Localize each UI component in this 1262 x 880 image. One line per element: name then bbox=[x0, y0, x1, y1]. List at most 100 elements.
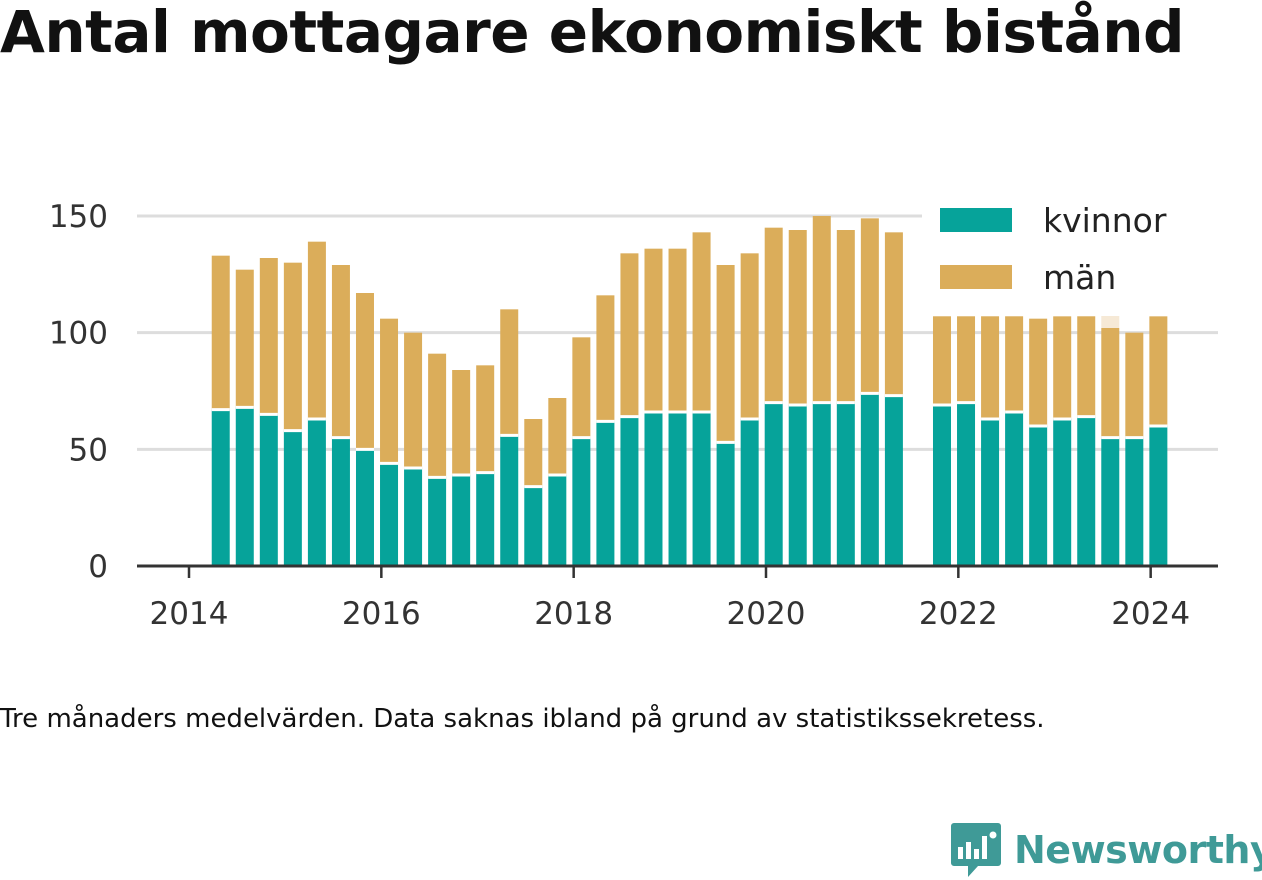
bar-kvinnor bbox=[524, 486, 543, 566]
bar-kvinnor bbox=[668, 412, 687, 566]
y-tick-label: 100 bbox=[49, 316, 108, 352]
bar-kvinnor bbox=[1029, 426, 1048, 566]
bar-man bbox=[884, 232, 903, 396]
x-tick-label: 2014 bbox=[150, 596, 229, 632]
bar-kvinnor bbox=[884, 395, 903, 566]
bar-kvinnor bbox=[812, 402, 831, 566]
y-tick-labels: 0 50 100 150 bbox=[49, 199, 108, 585]
bar-kvinnor bbox=[836, 402, 855, 566]
bar-kvinnor bbox=[548, 475, 567, 566]
bar-man bbox=[668, 248, 687, 412]
x-tick-label: 2020 bbox=[727, 596, 806, 632]
bar-man bbox=[788, 230, 807, 405]
bar-kvinnor bbox=[644, 412, 663, 566]
bar-man bbox=[620, 253, 639, 417]
bar-kvinnor bbox=[355, 449, 374, 566]
newsworthy-logo: Newsworthy bbox=[950, 820, 1262, 880]
bar-kvinnor bbox=[692, 412, 711, 566]
bar-man bbox=[355, 293, 374, 450]
bars bbox=[211, 216, 1168, 566]
bar-kvinnor bbox=[331, 437, 350, 566]
bar-man bbox=[1005, 316, 1024, 412]
legend-swatch-man bbox=[940, 265, 1012, 289]
bar-man bbox=[428, 353, 447, 478]
bar-kvinnor bbox=[620, 416, 639, 566]
bar-kvinnor bbox=[572, 437, 591, 566]
bar-man bbox=[692, 232, 711, 412]
y-tick-label: 0 bbox=[88, 549, 108, 585]
bar-kvinnor bbox=[428, 477, 447, 566]
legend-label-man: män bbox=[1043, 258, 1116, 297]
bar-kvinnor bbox=[211, 409, 230, 566]
bar-man bbox=[380, 318, 399, 464]
bar-man bbox=[500, 309, 519, 436]
bar-man bbox=[1053, 316, 1072, 419]
bar-kvinnor bbox=[1077, 416, 1096, 566]
bar-man bbox=[981, 316, 1000, 419]
bar-man bbox=[331, 265, 350, 438]
bar-kvinnor bbox=[1149, 426, 1168, 566]
x-tick-label: 2016 bbox=[342, 596, 421, 632]
bar-man bbox=[1077, 316, 1096, 417]
bar-kvinnor bbox=[235, 407, 254, 566]
bar-kvinnor bbox=[860, 393, 879, 566]
bar-man bbox=[1101, 328, 1120, 438]
legend-swatch-kvinnor bbox=[940, 208, 1012, 232]
y-tick-label: 50 bbox=[69, 432, 108, 468]
x-tick-label: 2024 bbox=[1111, 596, 1190, 632]
y-tick-label: 150 bbox=[49, 199, 108, 235]
legend-label-kvinnor: kvinnor bbox=[1043, 201, 1167, 240]
bar-kvinnor bbox=[452, 475, 471, 566]
bar-kvinnor bbox=[788, 405, 807, 566]
bar-kvinnor bbox=[596, 421, 615, 566]
bar-man bbox=[836, 230, 855, 403]
bar-man bbox=[524, 419, 543, 487]
bar-kvinnor bbox=[981, 419, 1000, 566]
bar-man bbox=[932, 316, 951, 405]
bar-kvinnor bbox=[1053, 419, 1072, 566]
chart-canvas: 0 50 100 150 2014 2016 2018 2020 2022 2024 kvinn… bbox=[48, 196, 1226, 632]
bar-man bbox=[596, 295, 615, 422]
bar-kvinnor bbox=[957, 402, 976, 566]
bar-man bbox=[764, 227, 783, 403]
bar-kvinnor bbox=[1101, 437, 1120, 566]
bar-kvinnor bbox=[380, 463, 399, 566]
bar-man bbox=[957, 316, 976, 403]
bar-man bbox=[716, 265, 735, 443]
bar-man bbox=[404, 332, 423, 468]
bar-kvinnor bbox=[716, 442, 735, 566]
legend: kvinnor män bbox=[922, 196, 1226, 316]
bar-man bbox=[211, 255, 230, 410]
bar-kvinnor bbox=[1125, 437, 1144, 566]
bar-man bbox=[259, 258, 278, 415]
bar-kvinnor bbox=[764, 402, 783, 566]
bar-man bbox=[307, 241, 326, 419]
bar-man bbox=[283, 262, 302, 431]
chart-title: Antal mottagare ekonomiskt bistånd bbox=[0, 0, 1185, 66]
bar-man bbox=[548, 398, 567, 475]
bar-man bbox=[812, 216, 831, 403]
bar-man bbox=[452, 370, 471, 475]
bar-kvinnor bbox=[283, 430, 302, 566]
x-tick-labels: 2014 2016 2018 2020 2022 2024 bbox=[150, 566, 1190, 632]
bar-man bbox=[644, 248, 663, 412]
bar-kvinnor bbox=[500, 435, 519, 566]
bar-man bbox=[860, 218, 879, 394]
chart-caption: Tre månaders medelvärden. Data saknas ib… bbox=[0, 704, 1045, 734]
newsworthy-logo-text: Newsworthy bbox=[1014, 828, 1262, 872]
bar-kvinnor bbox=[932, 405, 951, 566]
bar-kvinnor bbox=[307, 419, 326, 566]
bar-man bbox=[476, 365, 495, 473]
bar-man bbox=[235, 269, 254, 408]
bar-man bbox=[1149, 316, 1168, 426]
x-tick-label: 2022 bbox=[919, 596, 998, 632]
bar-kvinnor bbox=[404, 468, 423, 566]
x-tick-label: 2018 bbox=[534, 596, 613, 632]
bar-kvinnor bbox=[1005, 412, 1024, 566]
bar-man bbox=[740, 253, 759, 419]
bar-kvinnor bbox=[259, 414, 278, 566]
bar-man bbox=[1125, 332, 1144, 438]
bar-man bbox=[1029, 318, 1048, 426]
bar-man bbox=[572, 337, 591, 438]
bar-kvinnor bbox=[476, 472, 495, 566]
